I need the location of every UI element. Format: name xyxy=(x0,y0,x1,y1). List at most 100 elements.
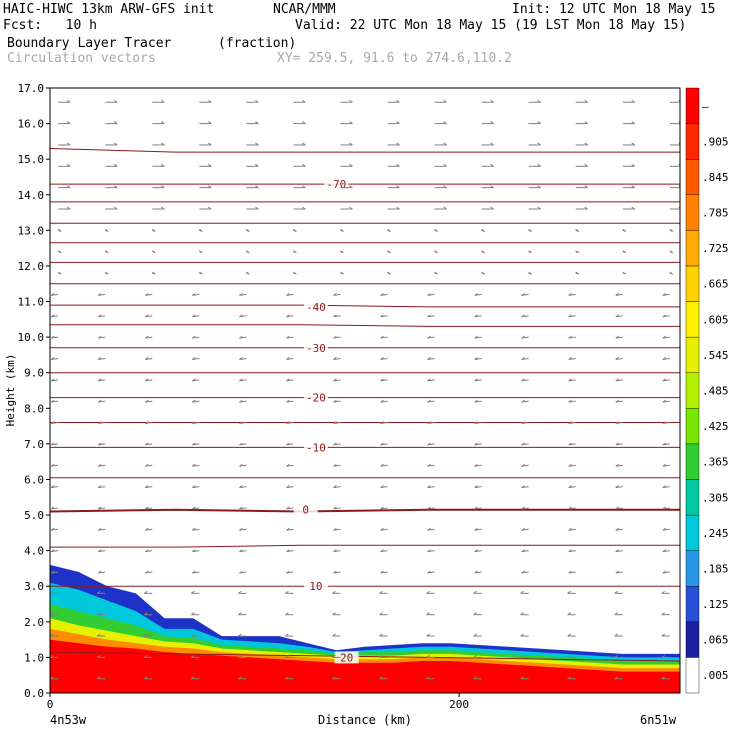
wind-vector-head xyxy=(191,590,195,594)
wind-vector-head xyxy=(662,357,667,360)
y-axis: 0.0 1.0 2.0 3.0 4.0 5.0 6.0 7.0 8.0 9.0 10.0 11.0 12… xyxy=(18,82,50,700)
wind-vector-head xyxy=(144,442,149,446)
wind-vector-head xyxy=(669,271,674,275)
wind-vector-head xyxy=(97,335,102,339)
wind-vector-head xyxy=(387,271,391,275)
wind-vector-head xyxy=(661,612,666,616)
wind-vector-head xyxy=(97,549,102,553)
wind-vector-head xyxy=(208,206,212,210)
wind-vector-head xyxy=(286,335,290,339)
colorbar-swatch xyxy=(685,158,700,195)
wind-vector-head xyxy=(662,485,667,489)
wind-vector-head xyxy=(614,633,619,637)
temperature-contour xyxy=(50,148,680,153)
contour-label-bg xyxy=(303,391,328,404)
wind-vector-head xyxy=(443,206,447,210)
wind-vector xyxy=(192,550,200,553)
wind-vector xyxy=(521,507,529,510)
wind-vector-head xyxy=(285,654,289,658)
colorbar-label: .365 xyxy=(702,456,729,469)
wind-vector-head xyxy=(396,121,400,125)
wind-vector-head xyxy=(333,421,337,424)
wind-vector-head xyxy=(481,228,485,232)
wind-vector xyxy=(98,357,106,360)
wind-vector-head xyxy=(490,99,494,103)
wind-vector-head xyxy=(97,463,102,467)
contour-label: 20 xyxy=(340,651,353,664)
wind-vector-head xyxy=(97,527,102,531)
wind-vector xyxy=(239,315,247,318)
wind-vector-head xyxy=(662,549,667,553)
wind-vector-head xyxy=(427,421,431,424)
wind-vector-head xyxy=(615,570,620,574)
wind-vector xyxy=(474,571,482,574)
wind-vector xyxy=(568,400,576,403)
wind-vector-head xyxy=(615,549,620,553)
wind-vector-head xyxy=(520,633,524,637)
field-units: (fraction) xyxy=(218,36,297,51)
wind-vector-head xyxy=(575,250,579,254)
wind-vector xyxy=(286,464,294,467)
wind-vector-head xyxy=(50,633,54,637)
y-tick-label: 9.0 xyxy=(24,367,44,380)
wind-vector-head xyxy=(191,633,195,637)
wind-vector xyxy=(474,486,482,489)
wind-vector-head xyxy=(380,549,384,553)
wind-vector xyxy=(192,336,200,339)
colorbar-swatch xyxy=(685,265,700,302)
wind-vector-head xyxy=(50,378,55,382)
wind-vector-head xyxy=(50,357,55,360)
wind-vector xyxy=(662,422,670,425)
wind-vector xyxy=(427,443,435,446)
y-tick-label: 15.0 xyxy=(18,153,45,166)
wind-vector-head xyxy=(396,163,400,167)
wind-vector xyxy=(333,315,341,318)
wind-vector xyxy=(145,443,153,446)
wind-vector xyxy=(427,571,435,574)
wind-vector-head xyxy=(521,292,525,296)
wind-vector-head xyxy=(379,612,383,616)
wind-vector-head xyxy=(584,121,588,125)
wind-vector xyxy=(521,293,529,296)
wind-vector-head xyxy=(50,421,55,424)
wind-vector-head xyxy=(144,292,149,296)
wind-vector-head xyxy=(96,612,101,616)
colorbar-label: .605 xyxy=(702,313,729,326)
wind-vector-head xyxy=(302,121,306,125)
wind-vector xyxy=(615,571,623,574)
wind-vector xyxy=(145,422,153,425)
wind-vector-head xyxy=(239,314,243,318)
wind-vector-head xyxy=(50,570,55,574)
wind-vector xyxy=(51,486,59,489)
wind-vector xyxy=(380,507,388,510)
colorbar-label: .245 xyxy=(702,527,729,540)
wind-vector-head xyxy=(474,570,478,574)
wind-vector xyxy=(521,336,529,339)
wind-vector-head xyxy=(521,570,525,574)
wind-vector-head xyxy=(208,163,212,167)
wind-vector xyxy=(98,379,106,382)
wind-vector xyxy=(662,443,670,446)
wind-vector xyxy=(380,315,388,318)
wind-vector-head xyxy=(426,654,430,658)
wind-vector-head xyxy=(332,633,336,637)
wind-vector xyxy=(286,486,294,489)
wind-vector-head xyxy=(349,185,353,189)
wind-vector-head xyxy=(50,399,55,403)
wind-vector-head xyxy=(160,206,165,210)
wind-vector-head xyxy=(333,506,337,510)
wind-vector xyxy=(427,464,435,467)
wind-vector xyxy=(333,379,341,382)
wind-vector-head xyxy=(678,142,680,145)
forecast-hour: Fcst: 10 h xyxy=(3,18,97,33)
wind-vector-head xyxy=(160,163,165,167)
wind-vector-head xyxy=(568,527,572,531)
wind-vector xyxy=(286,357,294,360)
wind-vector-head xyxy=(379,676,383,680)
wind-vector-head xyxy=(520,676,524,680)
org-label: NCAR/MMM xyxy=(273,2,336,17)
wind-vector xyxy=(239,486,247,489)
wind-vector-head xyxy=(615,314,620,318)
wind-vector-head xyxy=(349,163,353,167)
plot-frame xyxy=(49,87,681,694)
